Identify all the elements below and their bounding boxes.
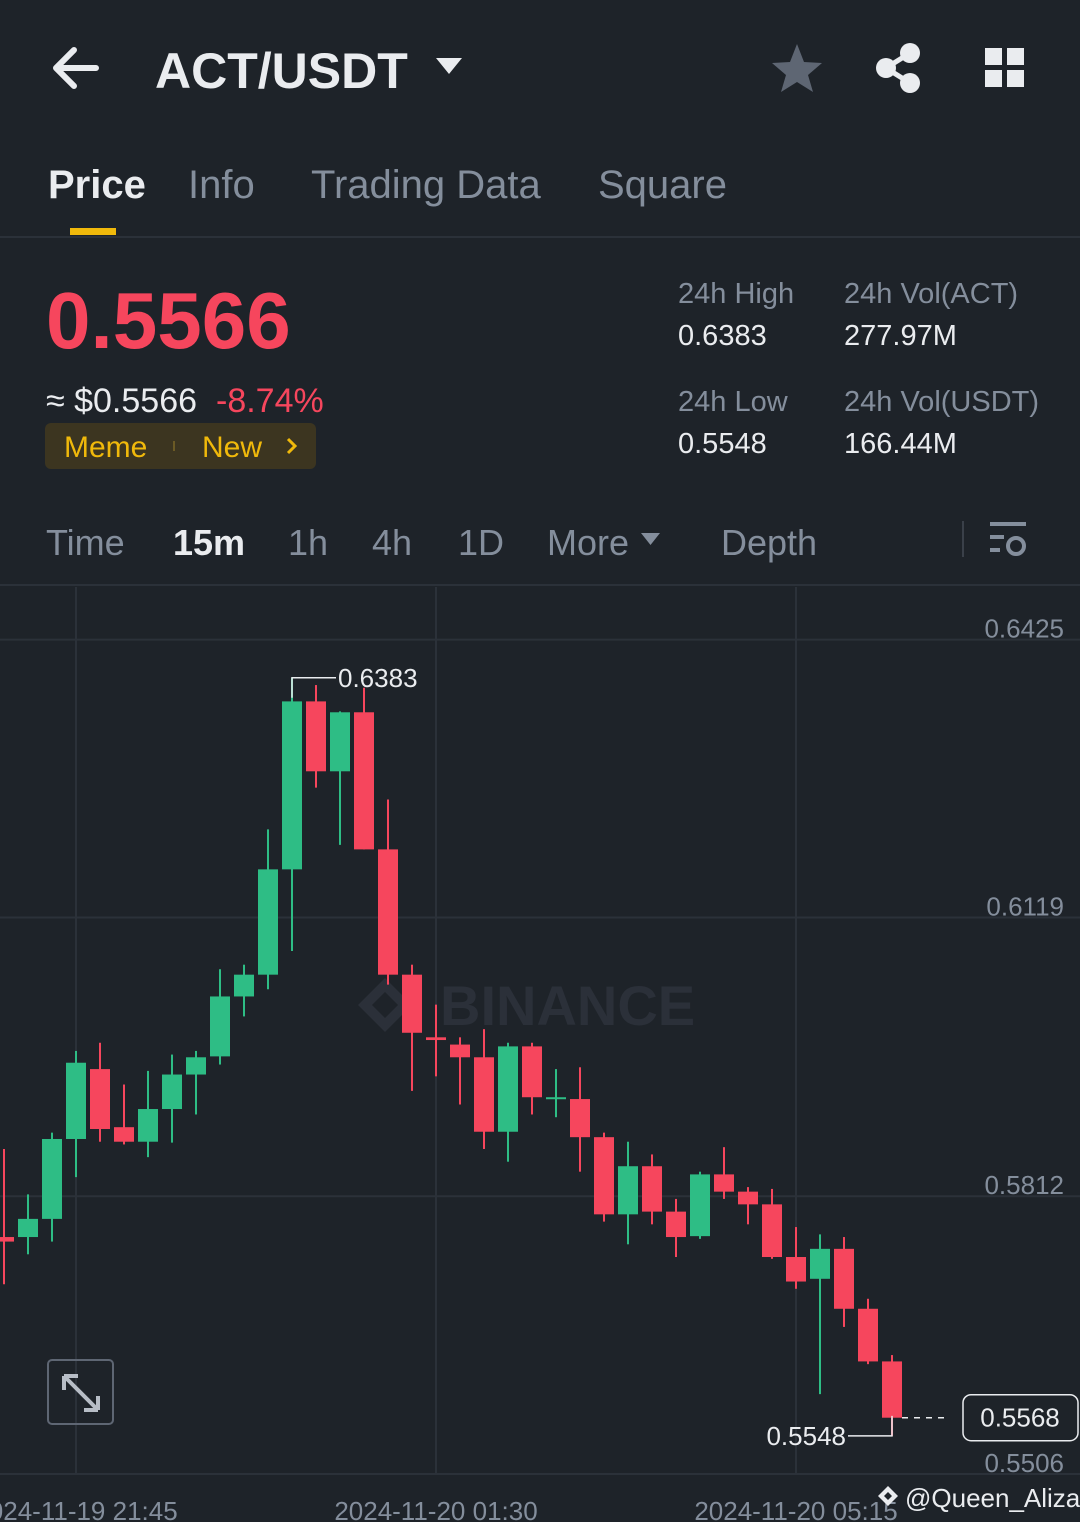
interval[interactable]: 1D [458, 522, 504, 563]
candle-body [546, 1097, 566, 1100]
tab[interactable]: Price [48, 163, 146, 207]
candle-body [330, 712, 350, 772]
interval[interactable]: Time [46, 522, 125, 563]
candle-body [594, 1137, 614, 1215]
chart-settings-icon[interactable] [990, 522, 1026, 556]
interval[interactable]: 1h [288, 522, 328, 563]
candle-body [186, 1057, 206, 1075]
y-tick-label: 0.5506 [984, 1448, 1064, 1478]
favorite-icon[interactable] [772, 44, 822, 92]
last-price-label: 0.5568 [980, 1403, 1060, 1433]
candle-body [306, 701, 326, 772]
candle-body [738, 1191, 758, 1205]
candle-body [498, 1046, 518, 1132]
pair-dropdown[interactable] [436, 58, 462, 74]
stat-value: 166.44M [844, 428, 957, 460]
interval[interactable]: 15m [173, 522, 245, 563]
interval[interactable]: 4h [372, 522, 412, 563]
candle-body [114, 1127, 134, 1142]
candle-body [0, 1237, 14, 1242]
divider [962, 521, 964, 557]
low-marker [848, 1415, 893, 1437]
tab[interactable]: Trading Data [311, 163, 542, 207]
divider [0, 584, 1080, 586]
candle-body [666, 1211, 686, 1238]
watermark: BINANCE [440, 974, 695, 1037]
candle-body [210, 996, 230, 1057]
candle-body [42, 1138, 62, 1219]
stat-value: 0.6383 [678, 320, 767, 352]
stat-label: 24h High [678, 278, 794, 310]
low-label: 0.5548 [766, 1421, 846, 1451]
price-change: -8.74% [216, 382, 324, 420]
x-tick-label: 2024-11-19 21:45 [0, 1496, 178, 1522]
chart: 0.6425 0.6119 0.5812 0.5506 2024-11-19 21:45… [0, 587, 1080, 1522]
watermark-logo [358, 978, 412, 1032]
candle-body [90, 1069, 110, 1130]
candle-body [762, 1204, 782, 1258]
candle-body [834, 1248, 854, 1309]
credit-icon [878, 1486, 898, 1506]
high-marker [291, 677, 336, 698]
candle-body [618, 1166, 638, 1215]
pair-title[interactable]: ACT/USDT [155, 43, 408, 99]
back-button[interactable] [53, 47, 99, 89]
expand-icon [62, 1374, 100, 1412]
tag-separator [173, 441, 175, 451]
divider [0, 236, 1080, 238]
candle-body [570, 1099, 590, 1138]
candle-body [258, 869, 278, 975]
candle-body [18, 1218, 38, 1238]
stat-label: 24h Low [678, 386, 789, 418]
candle-body [450, 1044, 470, 1058]
x-tick-label: 2024-11-20 05:15 [694, 1496, 897, 1522]
stat-value: 0.5548 [678, 428, 767, 460]
y-tick-label: 0.6425 [984, 614, 1064, 644]
tag-chevron [286, 437, 298, 455]
candle-body [882, 1361, 902, 1418]
interval[interactable]: Depth [721, 522, 817, 563]
last-price-box [962, 1393, 1079, 1442]
share-icon[interactable] [876, 43, 920, 93]
candle-body [810, 1248, 830, 1279]
interval[interactable]: More [547, 522, 629, 563]
grid-icon[interactable] [985, 48, 1024, 87]
last-price: 0.5566 [46, 276, 291, 365]
candle-body [858, 1308, 878, 1362]
candle-body [786, 1257, 806, 1282]
price-usd: ≈ $0.5566 [46, 382, 197, 420]
high-label: 0.6383 [338, 663, 418, 693]
credit: @Queen_Aliza [905, 1483, 1080, 1513]
candle-body [66, 1062, 86, 1139]
candle-body [522, 1046, 542, 1098]
x-tick-label: 2024-11-20 01:30 [334, 1496, 537, 1522]
candle-body [378, 849, 398, 975]
stat-label: 24h Vol(ACT) [844, 278, 1018, 310]
candle-body [642, 1166, 662, 1212]
expand-button[interactable] [47, 1359, 114, 1425]
tag[interactable]: New [202, 431, 262, 464]
candle-body [426, 1037, 446, 1041]
candle-body [354, 712, 374, 850]
candle-body [234, 974, 254, 997]
y-tick-label: 0.6119 [986, 891, 1064, 921]
tab[interactable]: Square [598, 163, 727, 207]
tab-indicator [70, 228, 116, 235]
tag[interactable]: Meme [64, 431, 147, 464]
candle-body [162, 1074, 182, 1110]
stat-value: 277.97M [844, 320, 957, 352]
candle-body [282, 701, 302, 870]
candle-body [714, 1174, 734, 1192]
more-dropdown[interactable] [641, 533, 660, 545]
stat-label: 24h Vol(USDT) [844, 386, 1039, 418]
candle-body [402, 974, 422, 1033]
tag-box[interactable] [45, 423, 316, 469]
candle-body [138, 1109, 158, 1142]
tab[interactable]: Info [188, 163, 255, 207]
candle-body [474, 1057, 494, 1132]
y-tick-label: 0.5812 [984, 1170, 1064, 1200]
candle-body [690, 1174, 710, 1237]
